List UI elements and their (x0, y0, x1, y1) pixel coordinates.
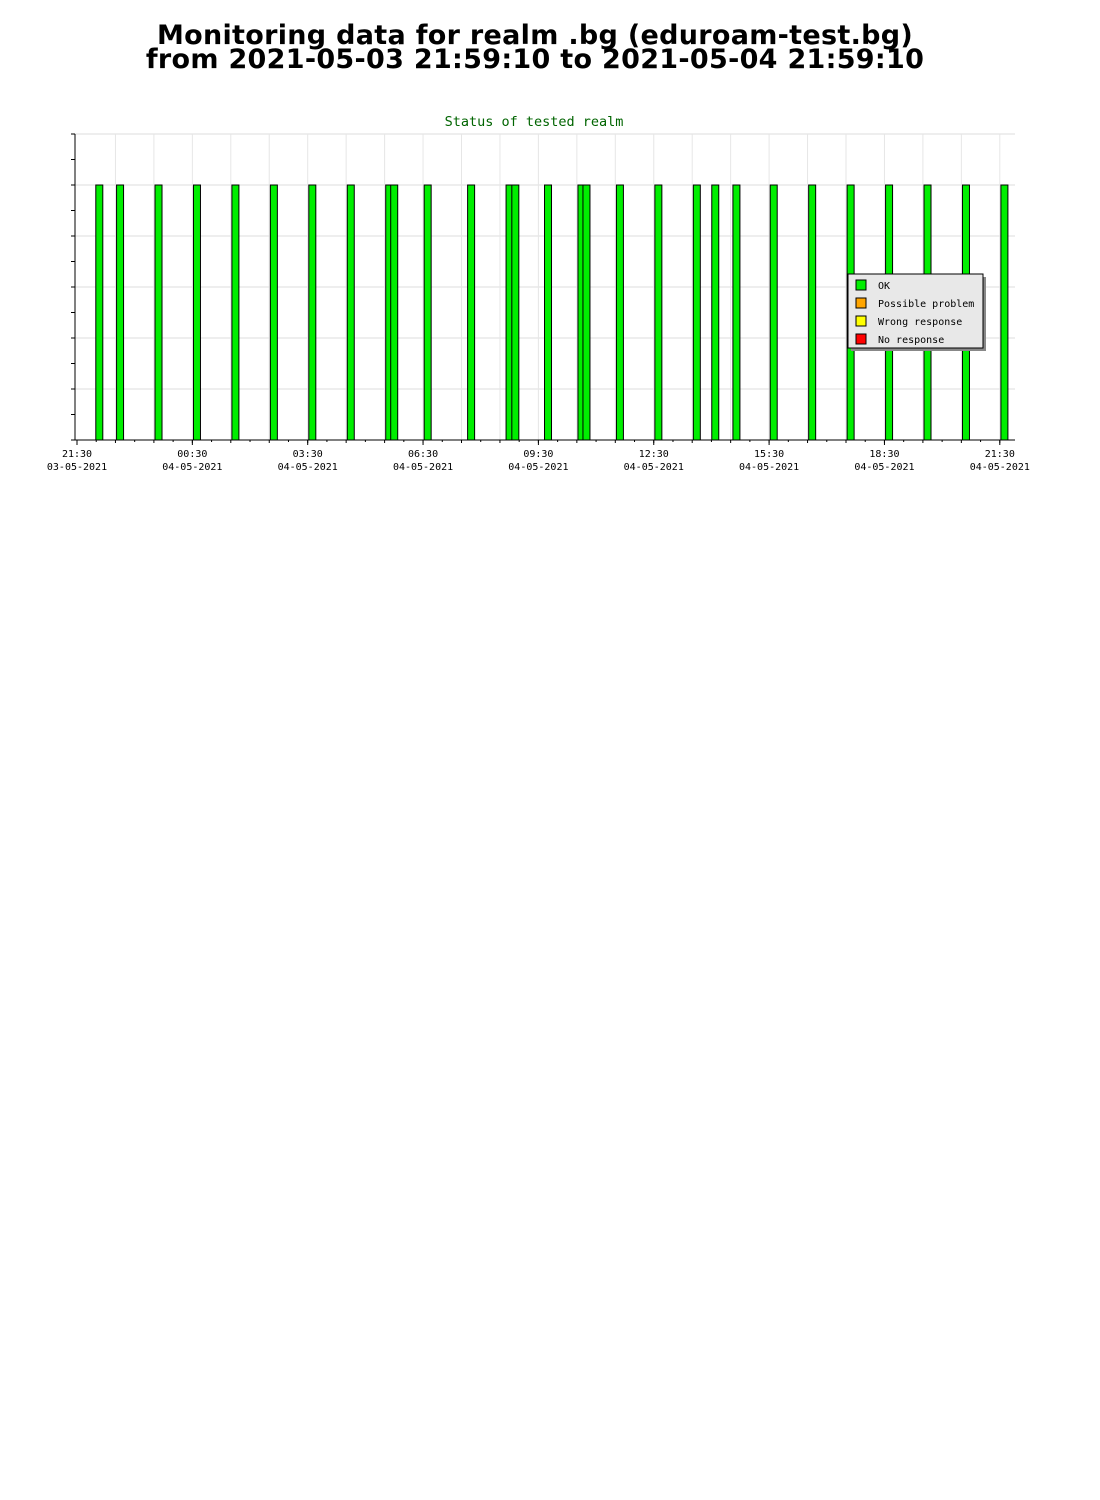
x-tick-time-label: 18:30 (869, 449, 899, 460)
legend-swatch (855, 315, 867, 327)
legend-label: OK (878, 281, 890, 292)
bar-ok (511, 184, 520, 441)
x-tick-time-label: 15:30 (754, 449, 784, 460)
bar-ok (544, 184, 553, 441)
x-tick-time-label: 03:30 (293, 449, 323, 460)
legend-swatch (855, 297, 867, 309)
legend-label: Wrong response (878, 317, 962, 328)
legend-box (847, 273, 984, 349)
bar-ok (116, 184, 125, 441)
bar-ok (346, 184, 355, 441)
legend-swatch (855, 279, 867, 291)
bar-ok (711, 184, 720, 441)
page-title-line2: from 2021-05-03 21:59:10 to 2021-05-04 2… (145, 44, 925, 75)
x-axis-ticks: 21:30 03-05-2021 00:30 04-05-2021 03:30 04-05… (47, 440, 1030, 473)
x-tick-time-label: 21:30 (62, 449, 92, 460)
legend-label: No response (878, 335, 944, 346)
x-tick-time-label: 00:30 (177, 449, 207, 460)
bar-ok (423, 184, 432, 441)
x-tick-time-label: 12:30 (639, 449, 669, 460)
x-tick-time-label: 06:30 (408, 449, 438, 460)
bar-ok (308, 184, 317, 441)
bar-ok (732, 184, 741, 441)
x-tick-date-label: 04-05-2021 (854, 462, 914, 473)
legend-label: Possible problem (878, 299, 974, 310)
x-tick-date-label: 04-05-2021 (970, 462, 1030, 473)
bar-ok (390, 184, 399, 441)
bar-ok (467, 184, 476, 441)
x-tick-date-label: 04-05-2021 (508, 462, 568, 473)
x-tick-date-label: 04-05-2021 (624, 462, 684, 473)
status-chart: Status of tested realm 21:30 03-05-2021 00… (47, 114, 1030, 473)
bar-ok (654, 184, 663, 441)
bar-ok (1000, 184, 1009, 441)
chart-axes (71, 133, 1015, 443)
x-tick-time-label: 21:30 (985, 449, 1015, 460)
page-title-line1: Monitoring data for realm .bg (eduroam-t… (156, 20, 914, 51)
chart-legend: OK Possible problem Wrong response No respo… (847, 273, 986, 351)
bar-ok (692, 184, 701, 441)
bar-ok (582, 184, 591, 441)
bar-ok (95, 184, 104, 441)
x-tick-date-label: 03-05-2021 (47, 462, 107, 473)
x-tick-date-label: 04-05-2021 (278, 462, 338, 473)
bar-ok (615, 184, 624, 441)
bar-ok (808, 184, 817, 441)
bar-ok (154, 184, 163, 441)
x-tick-time-label: 09:30 (523, 449, 553, 460)
page-title: Monitoring data for realm .bg (eduroam-t… (0, 20, 1070, 75)
bar-ok (231, 184, 240, 441)
bar-ok (192, 184, 201, 441)
bar-ok (269, 184, 278, 441)
x-tick-date-label: 04-05-2021 (739, 462, 799, 473)
legend-swatch (855, 333, 867, 345)
x-tick-date-label: 04-05-2021 (162, 462, 222, 473)
bar-ok (769, 184, 778, 441)
chart-title: Status of tested realm (445, 114, 624, 130)
x-tick-date-label: 04-05-2021 (393, 462, 453, 473)
